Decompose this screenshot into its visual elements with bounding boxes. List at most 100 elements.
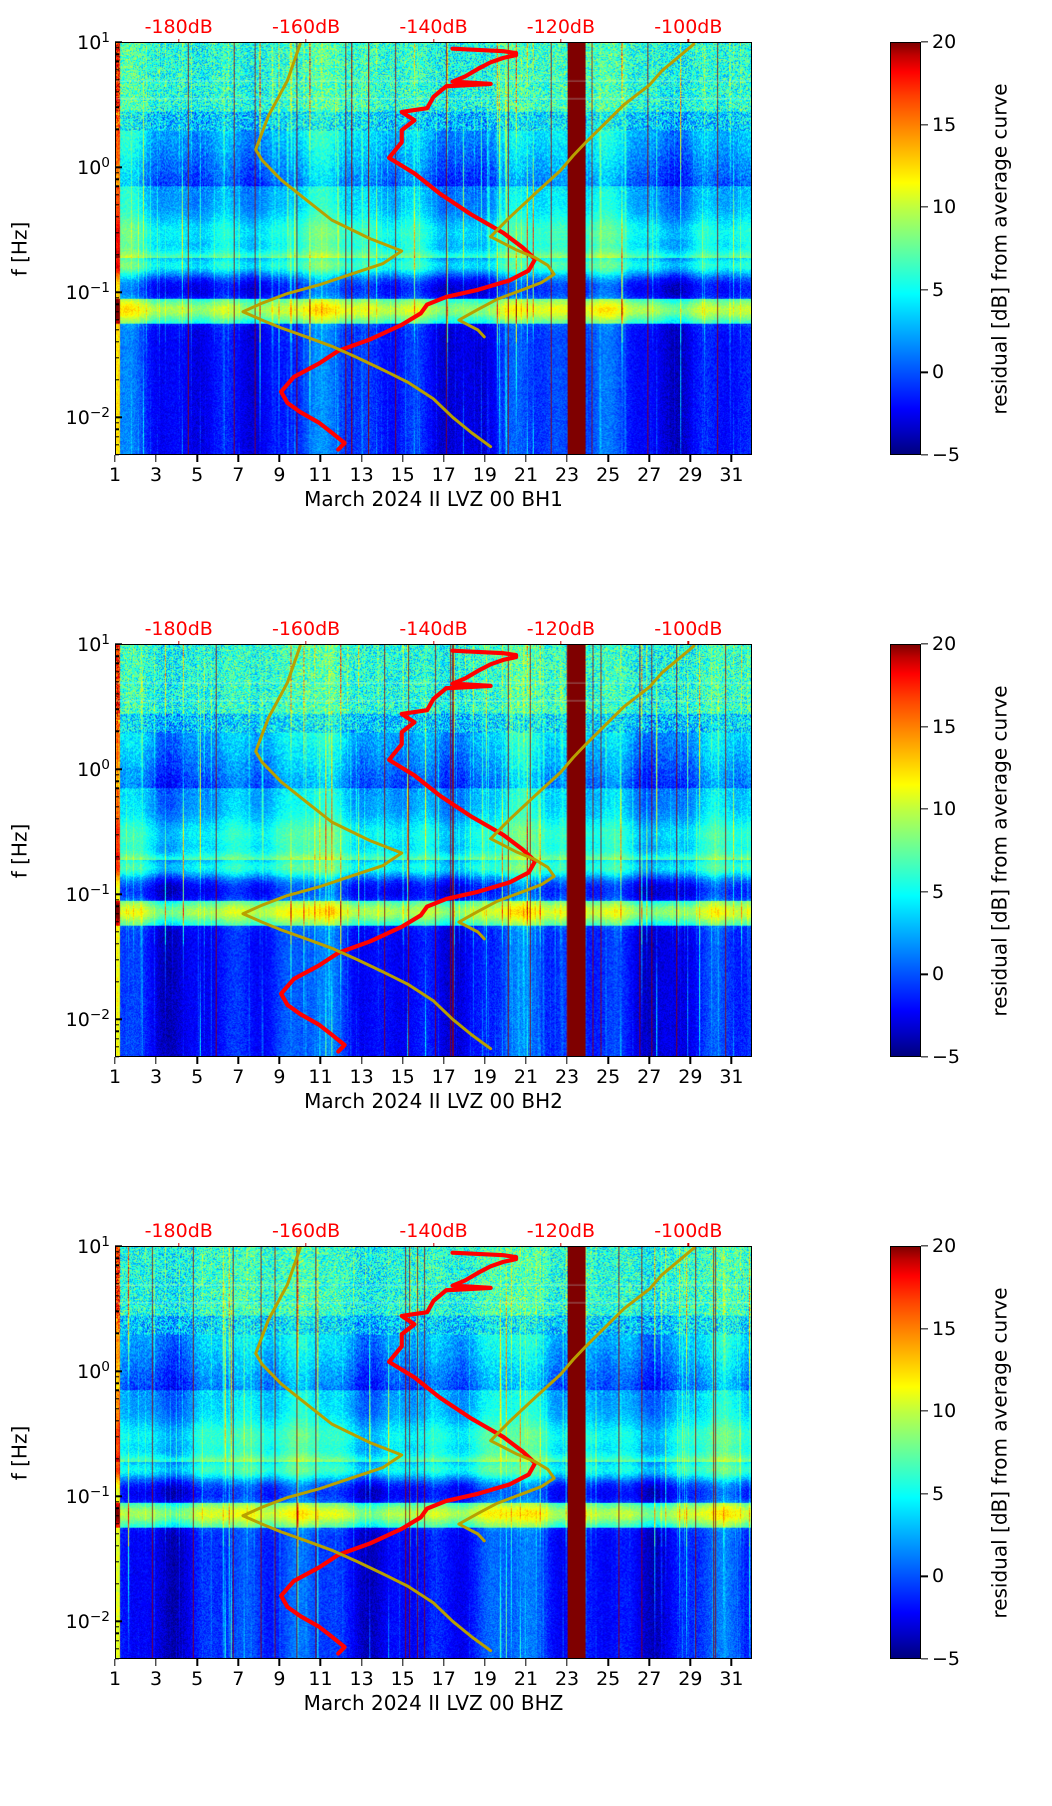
y-minor-tick — [115, 1582, 119, 1585]
x-tick-label: 27 — [637, 464, 662, 486]
x-tick-mark — [484, 1659, 486, 1666]
x-tick-label: 7 — [232, 1066, 245, 1088]
y-minor-tick — [115, 1501, 119, 1503]
y-minor-tick — [115, 1523, 119, 1525]
y-tick-label: 10−1 — [65, 280, 110, 305]
y-minor-tick — [115, 1626, 119, 1628]
x-tick-label: 5 — [191, 1668, 204, 1690]
x-tick-mark — [525, 1659, 527, 1666]
y-minor-tick — [115, 708, 119, 711]
y-minor-tick — [115, 1632, 119, 1635]
x-tick-mark — [401, 455, 404, 462]
y-tick-mark — [115, 291, 122, 293]
colorbar-title-bh1: residual [dB] from average curve — [988, 82, 1012, 415]
db-axis-bh1: -180dB -160dB -140dB -120dB -100dB — [115, 16, 752, 44]
y-minor-tick — [115, 1389, 119, 1392]
x-tick-mark — [730, 1659, 733, 1666]
y-minor-tick — [115, 1658, 119, 1660]
x-tick-mark — [278, 1659, 281, 1666]
db-tick-label: -120dB — [526, 1220, 595, 1242]
y-tick-mark — [115, 166, 122, 168]
x-tick-label: 21 — [513, 1066, 539, 1088]
db-tick-mark — [687, 39, 689, 44]
y-minor-tick — [115, 1533, 119, 1535]
x-tick-label: 19 — [472, 1668, 497, 1690]
x-tick-mark — [319, 1659, 322, 1666]
colorbar-tick-label: −5 — [932, 444, 961, 466]
x-tick-label: 25 — [596, 1066, 621, 1088]
x-tick-mark — [360, 1659, 363, 1666]
y-tick-label: 10−1 — [65, 882, 110, 907]
x-tick-label: 15 — [390, 1066, 415, 1088]
y-tick-mark — [115, 1495, 122, 1497]
plot-area-bhz — [115, 1246, 752, 1659]
y-tick-label: 10−1 — [65, 1484, 110, 1509]
y-minor-tick — [115, 78, 119, 81]
x-tick-label: 3 — [150, 1668, 163, 1690]
y-tick-mark — [115, 893, 122, 895]
x-tick-mark — [443, 1659, 445, 1666]
colorbar-tick-mark — [921, 808, 928, 810]
x-tick-label: 11 — [308, 1066, 333, 1088]
x-tick-mark — [196, 1659, 198, 1666]
y-minor-tick — [115, 303, 119, 306]
x-tick-mark — [196, 455, 198, 462]
colorbar-tick-label: 15 — [932, 1317, 957, 1340]
y-tick-mark — [115, 1620, 122, 1623]
y-minor-tick — [115, 1024, 119, 1026]
colorbar-bhz — [890, 1246, 921, 1659]
y-minor-tick — [115, 356, 119, 359]
x-tick-label: 13 — [349, 464, 374, 486]
y-minor-tick — [115, 1382, 119, 1384]
y-minor-tick — [115, 1310, 119, 1313]
db-tick-mark — [687, 641, 689, 646]
colorbar-tick-label: −5 — [932, 1648, 961, 1670]
x-tick-label: 19 — [472, 464, 497, 486]
colorbar-tick-mark — [921, 1575, 928, 1578]
db-tick-mark — [177, 1243, 180, 1248]
y-minor-tick — [115, 671, 119, 673]
colorbar-tick-mark — [921, 41, 928, 43]
colorbar-tick-label: 20 — [932, 1235, 957, 1257]
db-tick-label: -180dB — [144, 1220, 213, 1242]
y-minor-tick — [115, 662, 119, 665]
x-tick-label: 23 — [554, 1066, 580, 1088]
x-tick-mark — [648, 455, 650, 462]
db-tick-mark — [432, 39, 435, 44]
y-minor-tick — [115, 1435, 119, 1438]
x-tick-mark — [730, 455, 733, 462]
y-minor-tick — [115, 1640, 119, 1642]
y-minor-tick — [115, 1514, 119, 1517]
colorbar-tick-mark — [921, 1056, 928, 1058]
x-axis-ticks-bh2: 1 3 5 7 9 11 13 15 17 19 21 23 25 27 29 31 — [109, 1057, 752, 1097]
y-minor-tick — [115, 1332, 119, 1335]
y-axis-ticks-bhz: 101 100 10−1 10−2 — [30, 1234, 110, 1659]
colorbar-tick-label: 0 — [932, 1565, 945, 1588]
x-axis-ticks-bh1: 1 3 5 7 9 11 13 15 17 19 21 23 25 27 29 31 — [109, 455, 752, 495]
db-tick-label: -100dB — [654, 618, 723, 640]
x-tick-mark — [525, 455, 527, 462]
x-tick-label: 29 — [678, 1668, 703, 1690]
db-tick-mark — [177, 39, 180, 44]
curve-psd-red-curve — [279, 1250, 538, 1656]
curve-noise-model-olive-high — [457, 1247, 696, 1543]
colorbar-tick-label: 0 — [932, 963, 945, 986]
y-minor-tick — [115, 774, 119, 776]
y-minor-tick — [115, 69, 119, 71]
db-tick-mark — [432, 641, 435, 646]
curve-psd-red-curve — [279, 648, 538, 1054]
y-tick-mark — [115, 643, 122, 645]
y-axis-title-bhz: f [Hz] — [7, 1425, 32, 1480]
db-tick-label: -160dB — [271, 16, 341, 38]
x-tick-mark — [155, 1659, 157, 1666]
colorbar-tick-mark — [921, 1245, 928, 1247]
y-minor-tick — [115, 912, 119, 915]
x-tick-label: 21 — [513, 464, 539, 486]
x-tick-label: 29 — [678, 1066, 703, 1088]
y-minor-tick — [115, 1560, 119, 1563]
colorbar-tick-mark — [921, 1493, 928, 1495]
x-tick-label: 29 — [678, 464, 703, 486]
x-tick-mark — [689, 1057, 692, 1064]
x-tick-label: 5 — [191, 1066, 204, 1088]
x-tick-mark — [155, 455, 157, 462]
